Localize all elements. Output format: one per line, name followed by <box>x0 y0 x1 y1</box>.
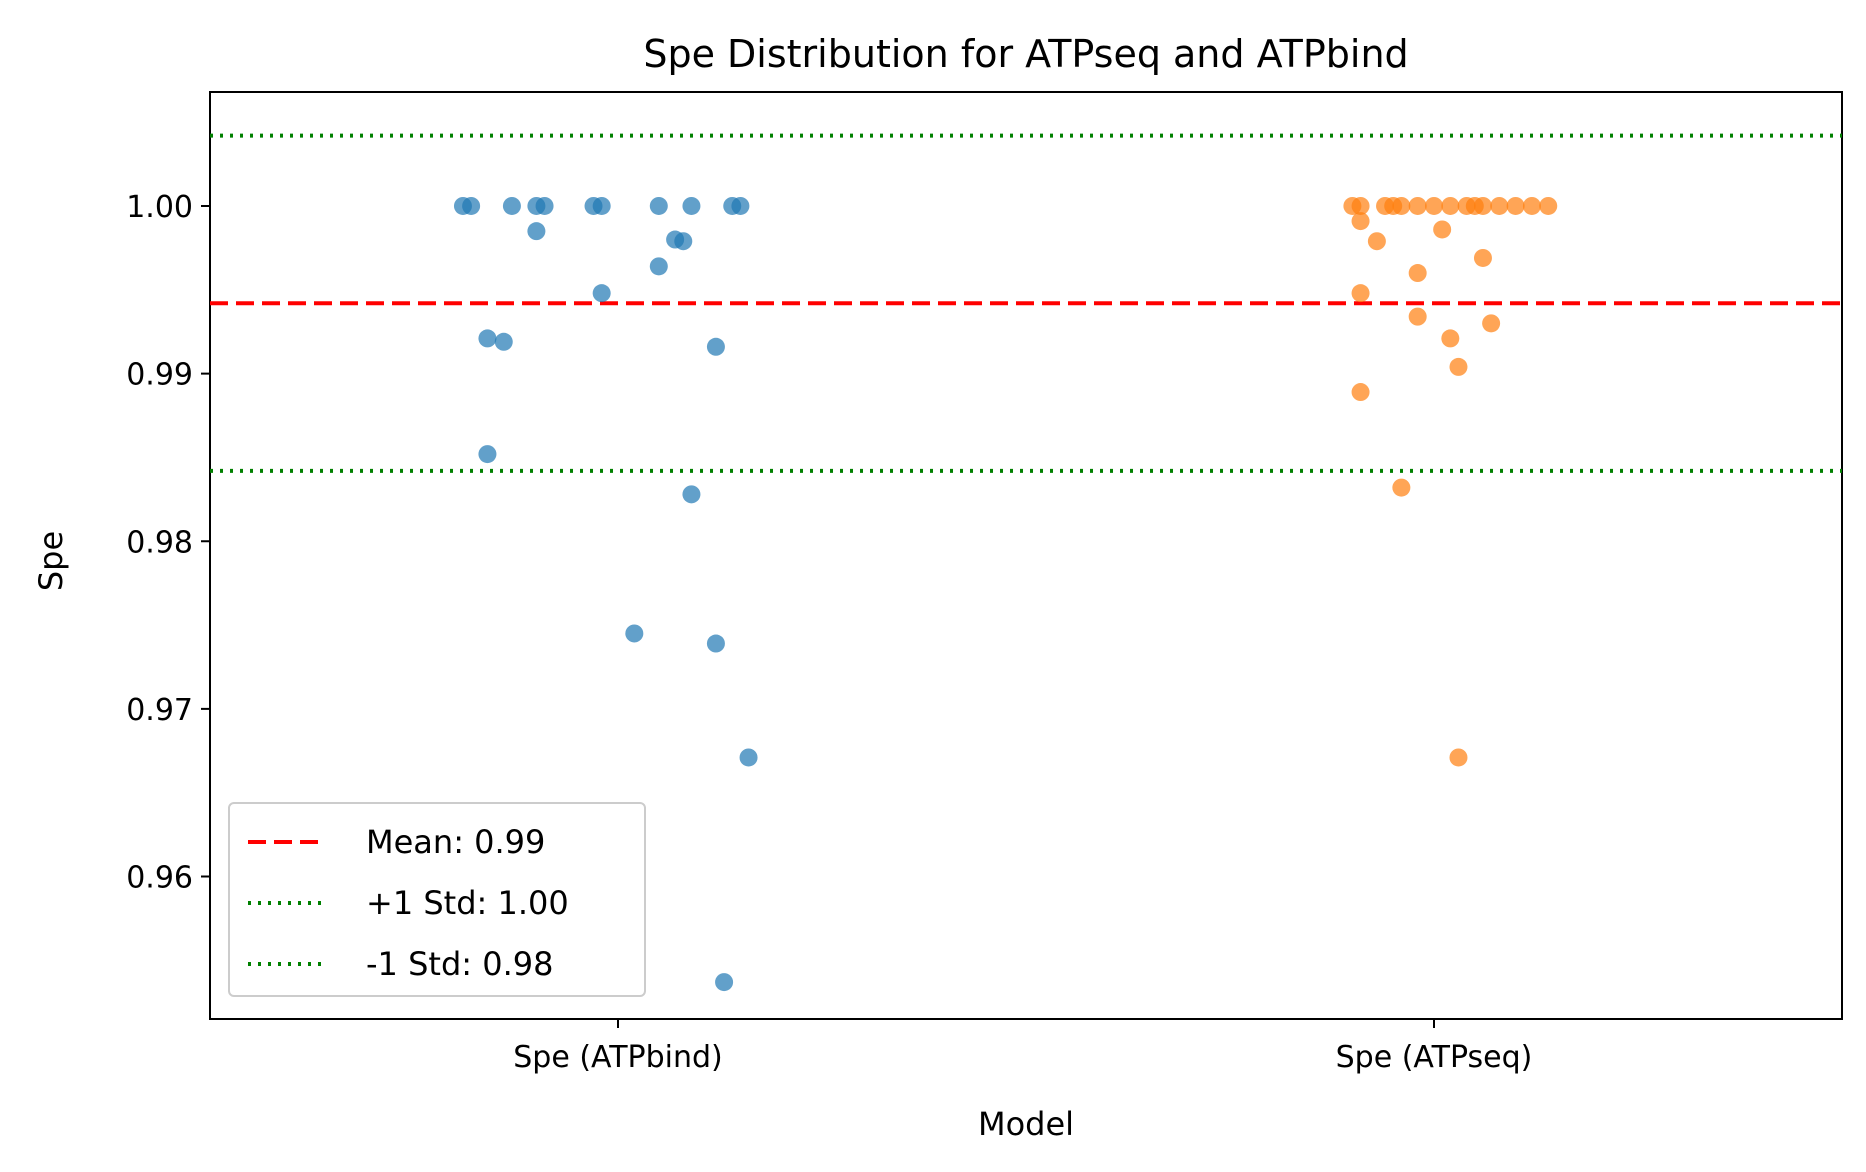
data-point <box>1490 196 1509 215</box>
legend-label: -1 Std: 0.98 <box>366 945 553 983</box>
data-point <box>478 329 497 348</box>
data-point <box>592 196 611 215</box>
data-point <box>625 624 644 643</box>
data-point <box>1482 314 1501 333</box>
data-point <box>731 196 750 215</box>
legend-label: +1 Std: 1.00 <box>366 884 569 922</box>
y-tick-label: 0.96 <box>126 861 193 896</box>
data-point <box>494 332 513 351</box>
data-point <box>682 485 701 504</box>
y-tick-label: 1.00 <box>126 190 193 225</box>
x-tick-label: Spe (ATPseq) <box>1336 1040 1533 1075</box>
data-point <box>1441 329 1460 348</box>
data-point <box>1522 196 1541 215</box>
data-point <box>1473 248 1492 267</box>
data-point <box>1392 196 1411 215</box>
data-point <box>1367 232 1386 251</box>
data-point <box>1351 212 1370 231</box>
y-tick-label: 0.98 <box>126 525 193 560</box>
x-tick-label: Spe (ATPbind) <box>513 1040 723 1075</box>
data-point <box>682 196 701 215</box>
reference-lines <box>210 133 1842 473</box>
data-point <box>462 196 481 215</box>
y-axis-label: Spe <box>32 531 70 591</box>
chart-title: Spe Distribution for ATPseq and ATPbind <box>643 32 1408 76</box>
data-point <box>649 257 668 276</box>
data-point <box>1351 284 1370 303</box>
data-point <box>1351 383 1370 402</box>
data-point <box>1392 478 1411 497</box>
y-tick-label: 0.97 <box>126 693 193 728</box>
data-point <box>502 196 521 215</box>
data-point <box>1408 264 1427 283</box>
data-point <box>674 232 693 251</box>
data-point <box>592 284 611 303</box>
data-point <box>1506 196 1525 215</box>
data-point <box>706 337 725 356</box>
legend: Mean: 0.99 +1 Std: 1.00 -1 Std: 0.98 <box>228 802 646 997</box>
data-point <box>649 196 668 215</box>
plot-frame <box>209 91 1843 1020</box>
data-point <box>527 222 546 241</box>
data-point <box>1449 748 1468 767</box>
legend-label: Mean: 0.99 <box>366 823 545 861</box>
x-axis-label: Model <box>978 1105 1074 1143</box>
data-point <box>1408 196 1427 215</box>
y-axis-ticks: 0.96 0.97 0.98 0.99 1.00 <box>126 190 210 896</box>
data-points <box>453 196 1558 992</box>
data-point <box>1351 196 1370 215</box>
data-point <box>1408 307 1427 326</box>
data-point <box>1433 220 1452 239</box>
legend-entries: Mean: 0.99 +1 Std: 1.00 -1 Std: 0.98 <box>248 823 569 983</box>
y-tick-label: 0.99 <box>126 358 193 393</box>
data-point <box>478 445 497 464</box>
data-point <box>1425 196 1443 215</box>
data-point <box>706 634 725 653</box>
legend-box <box>228 802 646 997</box>
data-point <box>739 748 758 767</box>
data-point <box>535 196 554 215</box>
data-point <box>715 973 734 992</box>
data-point <box>1441 196 1460 215</box>
data-point <box>1473 196 1492 215</box>
data-point <box>1539 196 1558 215</box>
x-axis-ticks: Spe (ATPbind) Spe (ATPseq) <box>513 1019 1532 1075</box>
data-point <box>1449 357 1468 376</box>
